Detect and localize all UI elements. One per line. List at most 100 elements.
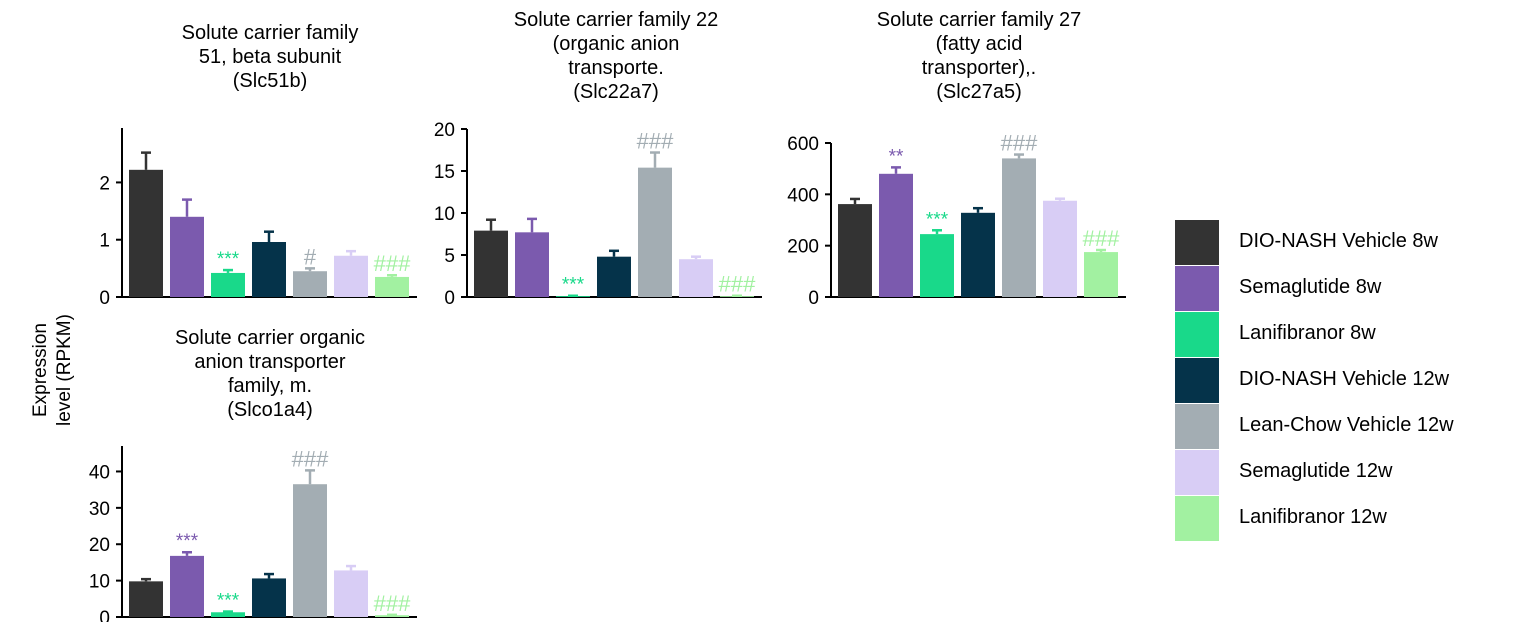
y-tick-label: 20	[434, 120, 455, 141]
significance-label: **	[889, 146, 904, 167]
bar	[211, 272, 245, 297]
bar	[679, 259, 713, 297]
bar	[334, 255, 368, 297]
error-bar	[182, 198, 192, 217]
y-tick-label: 15	[434, 162, 455, 183]
chart-title-line: (Slco1a4)	[227, 399, 313, 421]
error-bar	[932, 229, 942, 235]
bar	[170, 555, 204, 617]
y-tick-label: 5	[444, 246, 455, 267]
chart-panel: Solute carrier family 22(organic aniontr…	[434, 9, 762, 309]
legend-swatch	[1175, 496, 1219, 541]
y-tick-label: 20	[89, 535, 110, 556]
y-tick-label: 600	[787, 134, 819, 155]
legend-swatch	[1175, 404, 1219, 449]
error-bar	[264, 230, 274, 243]
significance-label: ###	[292, 446, 329, 471]
significance-label: ###	[719, 272, 756, 297]
significance-label: ###	[374, 591, 411, 616]
bar	[838, 204, 872, 297]
error-bar	[891, 166, 901, 174]
bar	[474, 230, 508, 297]
chart-title-line: (organic anion	[553, 33, 680, 55]
error-bar	[387, 273, 397, 277]
bar	[961, 212, 995, 297]
error-bar	[609, 249, 619, 257]
significance-label: ***	[217, 249, 240, 270]
bar	[1043, 200, 1077, 297]
chart-title-line: Solute carrier family 22	[514, 9, 719, 31]
error-bar	[182, 550, 192, 556]
bar	[170, 216, 204, 297]
bar	[252, 578, 286, 617]
y-axis-label-line: level (RPKM)	[54, 314, 75, 426]
bar	[879, 173, 913, 297]
significance-label: ###	[1001, 131, 1038, 156]
chart-title-line: anion transporter	[194, 351, 346, 373]
bar	[129, 581, 163, 617]
chart-title-line: (Slc27a5)	[936, 81, 1022, 103]
error-bar	[691, 255, 701, 260]
y-tick-label: 40	[89, 462, 110, 483]
legend-swatch	[1175, 312, 1219, 357]
y-tick-label: 10	[89, 572, 110, 593]
bar	[375, 276, 409, 297]
significance-label: ***	[176, 531, 199, 552]
error-bar	[305, 267, 315, 272]
error-bar	[141, 577, 151, 582]
bar	[375, 615, 409, 617]
bar	[252, 242, 286, 297]
significance-label: ***	[926, 209, 949, 230]
y-tick-label: 0	[99, 608, 110, 622]
significance-label: ***	[217, 591, 240, 612]
legend-swatch	[1175, 220, 1219, 265]
error-bar	[1096, 248, 1106, 253]
legend-label: Lanifibranor 12w	[1239, 506, 1387, 528]
chart-title-line: Solute carrier family 27	[877, 9, 1082, 31]
chart-title-line: transporter),.	[922, 57, 1036, 79]
y-tick-label: 30	[89, 499, 110, 520]
error-bar	[346, 564, 356, 571]
error-bar	[223, 610, 233, 613]
y-tick-label: 1	[99, 231, 110, 252]
legend-label: Lean-Chow Vehicle 12w	[1239, 414, 1454, 436]
bar	[129, 169, 163, 297]
y-tick-label: 0	[444, 288, 455, 309]
error-bar	[223, 268, 233, 273]
y-axis-label-line: Expression	[30, 323, 51, 417]
bar	[638, 167, 672, 297]
error-bar	[1055, 197, 1065, 201]
bar	[920, 234, 954, 297]
legend-swatch	[1175, 358, 1219, 403]
y-tick-label: 0	[99, 288, 110, 309]
bar	[515, 232, 549, 297]
chart-title-line: (Slc22a7)	[573, 81, 659, 103]
y-tick-label: 200	[787, 237, 819, 258]
legend-swatch	[1175, 266, 1219, 311]
chart-title-line: family, m.	[228, 375, 312, 397]
chart-title-line: (fatty acid	[936, 33, 1023, 55]
chart-panel: Solute carrier family 27(fatty acidtrans…	[787, 9, 1126, 309]
chart-title-line: (Slc51b)	[233, 70, 307, 92]
legend-label: DIO-NASH Vehicle 8w	[1239, 230, 1438, 252]
y-tick-label: 2	[99, 173, 110, 194]
legend-swatch	[1175, 450, 1219, 495]
error-bar	[486, 218, 496, 231]
error-bar	[527, 217, 537, 233]
legend-label: DIO-NASH Vehicle 12w	[1239, 368, 1450, 390]
legend-label: Semaglutide 8w	[1239, 276, 1382, 298]
y-axis-label: Expression level (RPKM)	[30, 314, 75, 426]
error-bar	[1014, 153, 1024, 159]
chart-title-line: 51, beta subunit	[199, 46, 342, 68]
bar	[293, 271, 327, 297]
legend-label: Semaglutide 12w	[1239, 460, 1393, 482]
significance-label: ###	[374, 251, 411, 276]
error-bar	[650, 151, 660, 168]
bar	[597, 256, 631, 297]
bar	[1084, 252, 1118, 297]
y-tick-label: 10	[434, 204, 455, 225]
error-bar	[850, 197, 860, 205]
